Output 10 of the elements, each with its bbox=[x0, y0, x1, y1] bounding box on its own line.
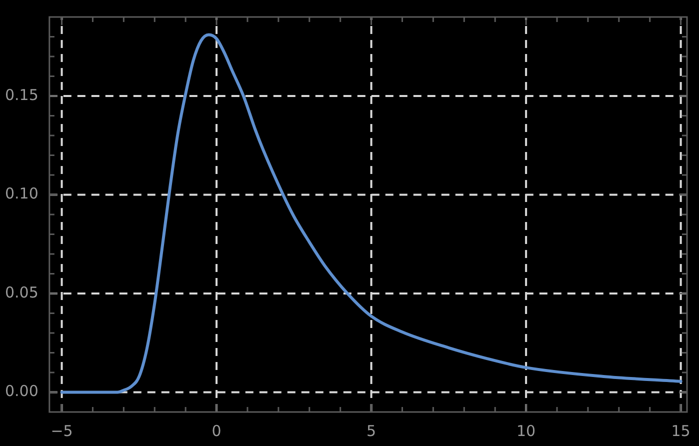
x-tick-label: −5 bbox=[50, 422, 73, 440]
x-tick-label: 10 bbox=[516, 422, 536, 440]
x-tick-label: 0 bbox=[212, 422, 222, 440]
y-tick-label: 0.15 bbox=[4, 86, 38, 104]
y-tick-label: 0.00 bbox=[4, 382, 38, 400]
x-tick-label: 15 bbox=[671, 422, 690, 440]
x-tick-label: 5 bbox=[366, 422, 376, 440]
y-tick-label: 0.05 bbox=[4, 283, 38, 302]
y-tick-label: 0.10 bbox=[4, 184, 38, 203]
line-series bbox=[60, 33, 682, 394]
